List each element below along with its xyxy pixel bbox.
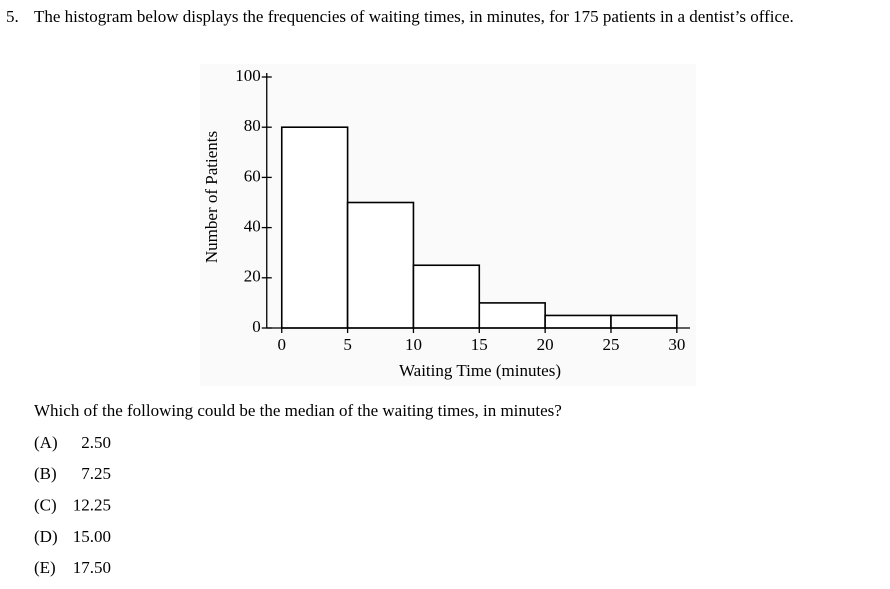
x-tick-label: 30 [668,335,685,354]
bar [346,201,415,329]
prompt: Which of the following could be the medi… [34,401,562,420]
x-tick-label: 10 [405,335,422,354]
y-tick-label: 40 [244,217,261,236]
x-tick-label: 15 [471,335,488,354]
choice-letter: (D) [34,527,58,546]
chart-background [200,64,696,386]
choice-text: 17.50 [73,558,111,577]
choice-text: 12.25 [73,496,111,515]
x-tick-label: 5 [343,335,352,354]
y-tick-label: 80 [244,116,261,135]
choice-text: 15.00 [73,527,111,546]
y-tick-label: 100 [235,66,261,85]
bar [544,314,612,329]
choice-letter: (E) [34,558,56,577]
x-tick-label: 25 [602,335,619,354]
x-axis-label: Waiting Time (minutes) [399,361,561,380]
x-tick-label: 0 [278,335,287,354]
bar [280,126,349,329]
y-tick-label: 0 [252,317,261,336]
choice-text: 7.25 [81,464,111,483]
x-tick-label: 20 [537,335,554,354]
choice-text: 2.50 [81,433,111,452]
choice-letter: (B) [34,464,57,483]
question-number: 5. [6,7,19,26]
choice-letter: (A) [34,433,58,452]
bar [610,314,678,329]
y-tick-label: 60 [244,166,261,185]
question-text: The histogram below displays the frequen… [34,7,794,26]
y-axis-label: Number of Patients [202,131,221,263]
choice-letter: (C) [34,496,57,515]
y-tick-label: 20 [244,267,261,286]
bar [478,302,546,329]
bar [412,264,481,329]
